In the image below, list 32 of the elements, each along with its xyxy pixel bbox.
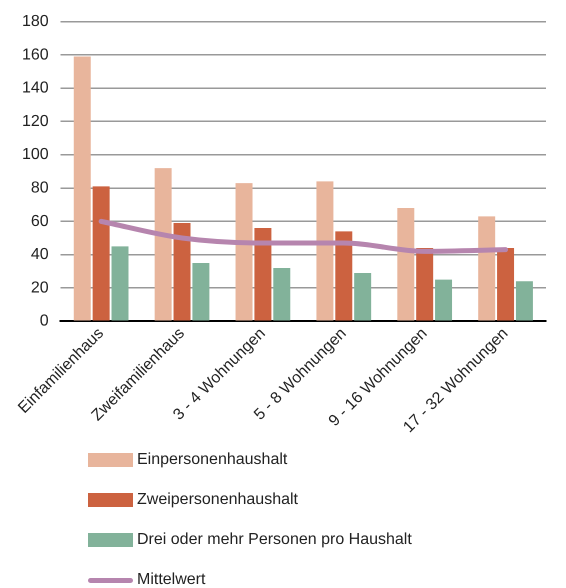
bar <box>174 223 191 320</box>
bar <box>192 262 210 320</box>
legend-label: Mittelwert <box>137 571 206 588</box>
bar <box>497 248 514 320</box>
bar <box>416 248 434 320</box>
y-tick-label: 120 <box>22 112 49 130</box>
bar <box>354 272 372 320</box>
y-tick-label: 40 <box>30 246 49 264</box>
bar <box>397 208 414 320</box>
bar <box>273 268 290 320</box>
bar <box>92 186 110 320</box>
bar <box>154 168 172 320</box>
bar <box>236 183 253 320</box>
y-tick-label: 60 <box>30 212 49 230</box>
legend-label: Drei oder mehr Personen pro Haushalt <box>137 531 412 549</box>
legend-label: Einpersonenhaushalt <box>137 451 288 469</box>
legend-label: Zweipersonenhaushalt <box>137 491 298 509</box>
y-tick-label: 140 <box>22 80 49 97</box>
y-tick-label: 180 <box>22 13 49 30</box>
y-tick-label: 160 <box>22 46 49 64</box>
bar <box>74 56 91 320</box>
bar <box>316 181 334 320</box>
y-tick-label: 100 <box>22 146 49 164</box>
bar <box>335 231 352 320</box>
bar <box>435 280 452 320</box>
bar <box>478 216 496 320</box>
bar <box>254 228 272 320</box>
bar <box>516 281 533 320</box>
y-tick-label: 80 <box>30 179 49 196</box>
y-tick-label: 20 <box>30 279 49 296</box>
bar <box>112 246 129 320</box>
y-tick-label: 0 <box>40 312 49 330</box>
